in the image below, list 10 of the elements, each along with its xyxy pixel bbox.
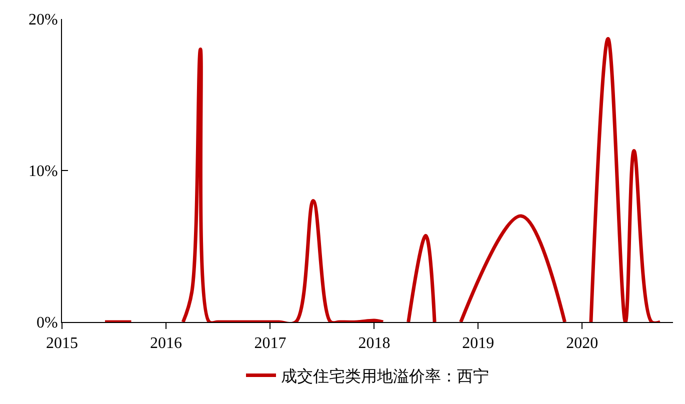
x-tick-label: 2019 — [462, 335, 494, 352]
legend-label: 成交住宅类用地溢价率：西宁 — [281, 368, 489, 386]
x-tick-label: 2020 — [566, 335, 598, 352]
x-tick-label: 2016 — [150, 335, 182, 352]
x-tick-label: 2015 — [46, 335, 78, 352]
y-tick-label: 0% — [36, 314, 58, 332]
x-tick-label: 2017 — [254, 335, 286, 352]
y-tick-label: 10% — [28, 163, 58, 180]
x-tick-label: 2018 — [358, 335, 390, 352]
y-tick-label: 20% — [28, 12, 58, 29]
